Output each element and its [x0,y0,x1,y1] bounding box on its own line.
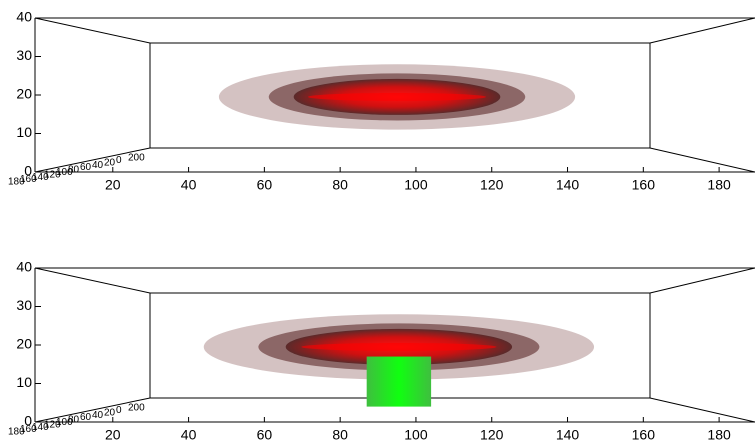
z-tick-label: 60 [80,162,92,173]
z-tick-label: 180 [8,177,25,188]
z-tick-label: 20 [104,157,116,168]
z-tick-label: 0 [116,405,122,416]
frame-edge [34,147,151,173]
x-tick-label: 160 [632,177,656,193]
y-tick-label: 10 [16,124,32,140]
z-tick-label: 60 [80,412,92,423]
y-tick-label: 0 [24,413,32,429]
z-tick-label: 40 [92,160,104,171]
z-tick-label: 180 [8,427,25,438]
frame-edge [649,147,755,173]
x-tick-label: 80 [332,427,348,443]
x-tick-label: 160 [632,427,656,443]
x-tick-label: 180 [707,177,731,193]
y-tick-label: 40 [16,9,32,25]
y-tick-label: 10 [16,374,32,390]
y-tick-label: 40 [16,259,32,275]
z-tick-label: 120 [44,419,61,430]
x-tick-label: 140 [556,177,580,193]
z-tick-label: 100 [56,417,73,428]
z-tick-label: 200 [128,403,145,414]
frame-edge [649,267,755,294]
x-tick-label: 120 [480,177,504,193]
x-tick-label: 120 [480,427,504,443]
z-tick-label: 40 [92,410,104,421]
frame-edge [34,397,151,423]
z-tick-label: 140 [32,422,49,433]
volume-core [301,342,497,351]
x-tick-label: 40 [181,427,197,443]
z-tick-label: 80 [68,415,80,426]
frame-edge [34,267,151,294]
x-tick-label: 100 [404,427,428,443]
volume-core [307,92,487,101]
x-tick-label: 40 [181,177,197,193]
x-tick-label: 100 [404,177,428,193]
z-tick-label: 80 [68,165,80,176]
y-tick-label: 0 [24,163,32,179]
x-tick-label: 140 [556,427,580,443]
x-tick-label: 20 [105,427,121,443]
y-tick-label: 20 [16,86,32,102]
y-tick-label: 30 [16,47,32,63]
z-tick-label: 120 [44,169,61,180]
x-tick-label: 60 [257,177,273,193]
z-tick-label: 160 [20,424,37,435]
frame-edge [34,17,151,44]
frame-edge [649,17,755,44]
x-tick-label: 60 [257,427,273,443]
z-tick-label: 200 [128,153,145,164]
x-tick-label: 180 [707,427,731,443]
z-tick-label: 20 [104,407,116,418]
frame-edge [649,397,755,423]
x-tick-label: 20 [105,177,121,193]
z-tick-label: 0 [116,155,122,166]
x-tick-label: 80 [332,177,348,193]
y-tick-label: 30 [16,297,32,313]
z-tick-label: 160 [20,174,37,185]
y-tick-label: 20 [16,336,32,352]
volume [366,356,432,407]
z-tick-label: 100 [56,167,73,178]
z-tick-label: 140 [32,172,49,183]
